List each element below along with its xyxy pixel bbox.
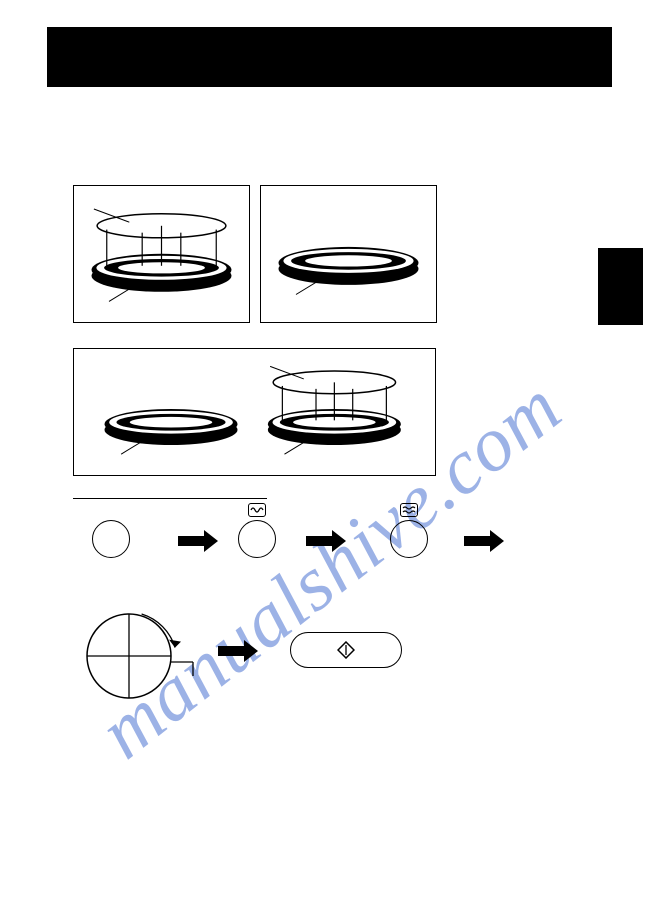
step1-button-circle [92,520,130,558]
wave-icon [400,503,418,517]
start-button-pill [290,632,402,668]
illustration-layer [0,0,659,918]
arrow-1-icon [178,530,218,552]
section-divider [73,498,267,499]
arrow-2-icon [306,530,346,552]
step2-button-circle [238,520,276,558]
grill-icon [248,503,266,517]
start-diamond-icon [337,641,355,659]
arrow-4-icon [218,640,258,662]
arrow-3-icon [464,530,504,552]
dial-knob-icon [85,612,199,706]
step3-button-circle [390,520,428,558]
